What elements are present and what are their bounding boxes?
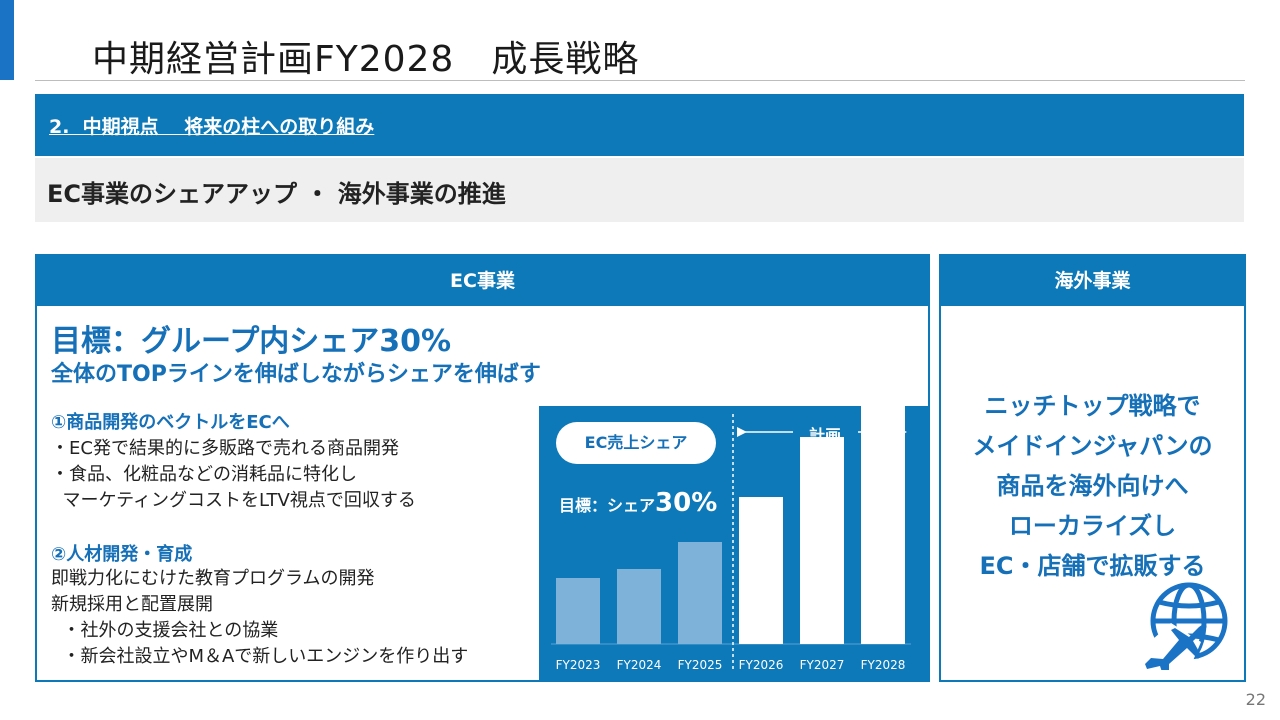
chart-target-value: 30% [655, 488, 718, 518]
ec-panel: EC事業 目標：グループ内シェア30% 全体のTOPラインを伸ばしながらシェアを… [35, 254, 930, 682]
overseas-strategy-text: ニッチトップ戦略で メイドインジャパンの 商品を海外向けへ ローカライズし EC… [972, 392, 1213, 580]
item1-title: ①商品開発のベクトルをECへ [51, 412, 290, 433]
ec-share-chart: FY2023 FY2024 FY2025 FY2026 FY2027 FY2028 EC売… [539, 406, 929, 680]
chart-target: 目標：シェア30% [559, 488, 717, 518]
section-label[interactable]: 2. 中期視点 将来の柱への取り組み [49, 116, 375, 138]
chart-bar-fy2026 [739, 497, 783, 644]
title-divider [35, 80, 1245, 81]
chart-bar-fy2025 [678, 542, 722, 644]
chart-tick-fy2023: FY2023 [556, 658, 601, 672]
subtitle-band: EC事業のシェアアップ ・ 海外事業の推進 [35, 158, 1244, 222]
chart-title-pill: EC売上シェア [556, 422, 716, 464]
ec-panel-header: EC事業 [37, 256, 928, 306]
chart-canvas: FY2023 FY2024 FY2025 FY2026 FY2027 FY2028 [551, 406, 911, 672]
chart-bar-fy2028 [861, 406, 905, 644]
chart-bar-fy2024 [617, 569, 661, 644]
title-accent-bar [0, 0, 14, 80]
subtitle: EC事業のシェアアップ ・ 海外事業の推進 [47, 180, 506, 208]
page-number: 22 [1245, 690, 1266, 709]
chart-bar-fy2023 [556, 578, 600, 644]
overseas-panel: 海外事業 ニッチトップ戦略で メイドインジャパンの 商品を海外向けへ ローカライ… [939, 254, 1246, 682]
chart-tick-fy2027: FY2027 [800, 658, 845, 672]
chart-tick-fy2028: FY2028 [861, 658, 906, 672]
chart-plan-label: 計画 [809, 426, 842, 445]
ec-goal: 目標：グループ内シェア30% [51, 324, 452, 359]
page-title: 中期経営計画FY2028 成長戦略 [92, 39, 640, 80]
overseas-panel-header: 海外事業 [941, 256, 1244, 306]
chart-bar-fy2027 [800, 437, 844, 644]
item2-title: ②人材開発・育成 [51, 544, 193, 565]
chart-tick-fy2024: FY2024 [617, 658, 662, 672]
item2-body: 即戦力化にむけた教育プログラムの開発 新規採用と配置展開 ・社外の支援会社との協… [51, 568, 469, 667]
item1-body: ・EC発で結果的に多販路で売れる商品開発 ・食品、化粧品などの消耗品に特化し マ… [51, 438, 416, 511]
chart-tick-fy2025: FY2025 [678, 658, 723, 672]
section-bar: 2. 中期視点 将来の柱への取り組み [35, 94, 1244, 156]
ec-goal-sub: 全体のTOPラインを伸ばしながらシェアを伸ばす [51, 362, 541, 387]
globe-airplane-icon [1143, 582, 1228, 670]
chart-target-prefix: 目標：シェア [559, 496, 656, 515]
chart-tick-fy2026: FY2026 [739, 658, 784, 672]
